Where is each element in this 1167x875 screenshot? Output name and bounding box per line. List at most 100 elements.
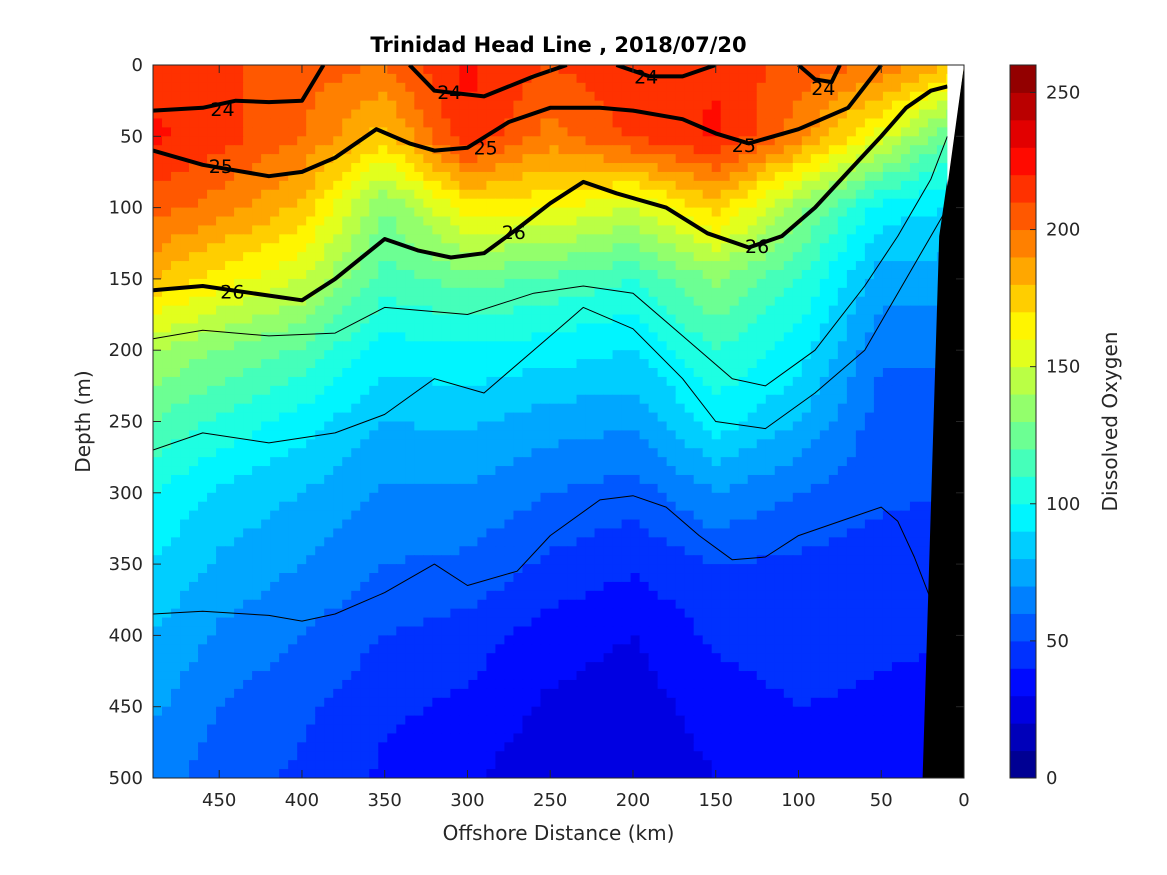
field-cell: [441, 439, 451, 449]
field-cell: [216, 457, 226, 467]
field-cell: [882, 448, 893, 458]
field-cell: [792, 73, 803, 84]
field-cell: [306, 430, 316, 440]
field-cell: [648, 412, 659, 423]
field-cell: [162, 483, 172, 494]
field-cell: [198, 314, 208, 325]
field-cell: [441, 296, 451, 307]
field-cell: [702, 73, 713, 84]
field-cell: [495, 501, 506, 512]
field-cell: [252, 252, 262, 262]
field-cell: [720, 171, 731, 182]
field-cell: [657, 118, 668, 128]
field-cell: [747, 483, 758, 494]
field-cell: [153, 519, 163, 530]
field-cell: [774, 314, 785, 325]
field-cell: [657, 163, 668, 173]
field-cell: [900, 180, 911, 191]
field-cell: [360, 350, 370, 360]
field-cell: [441, 394, 451, 405]
field-cell: [405, 421, 415, 432]
field-cell: [387, 439, 397, 449]
field-cell: [810, 243, 821, 253]
field-cell: [882, 252, 893, 262]
field-cell: [927, 350, 938, 360]
field-cell: [477, 243, 488, 253]
field-cell: [774, 269, 785, 280]
field-cell: [567, 278, 578, 289]
field-cell: [720, 385, 731, 396]
field-cell: [495, 180, 506, 191]
field-cell: [234, 180, 244, 191]
field-cell: [513, 305, 524, 316]
field-cell: [450, 555, 460, 565]
field-cell: [567, 171, 578, 182]
field-cell: [297, 412, 307, 423]
field-cell: [711, 501, 722, 512]
field-cell: [918, 519, 929, 530]
field-cell: [576, 171, 587, 182]
field-cell: [612, 100, 623, 111]
field-cell: [243, 385, 253, 396]
field-cell: [198, 368, 208, 378]
field-cell: [225, 91, 235, 102]
field-cell: [198, 510, 208, 521]
field-cell: [342, 65, 352, 75]
field-cell: [675, 403, 686, 414]
field-cell: [234, 243, 244, 253]
field-cell: [387, 100, 397, 111]
field-cell: [765, 457, 776, 467]
field-cell: [162, 109, 172, 120]
field-cell: [549, 234, 560, 244]
field-cell: [558, 385, 569, 396]
field-cell: [162, 136, 172, 146]
field-cell: [909, 492, 920, 503]
field-cell: [837, 234, 848, 244]
field-cell: [792, 65, 803, 75]
field-cell: [675, 519, 686, 530]
field-cell: [864, 314, 875, 325]
field-cell: [846, 394, 857, 405]
field-cell: [261, 501, 271, 512]
field-cell: [846, 180, 857, 191]
field-cell: [873, 350, 884, 360]
field-cell: [900, 368, 911, 378]
field-cell: [675, 234, 686, 244]
field-cell: [729, 91, 740, 102]
field-cell: [531, 136, 542, 146]
field-cell: [234, 528, 244, 538]
field-cell: [171, 243, 181, 253]
field-cell: [180, 118, 190, 128]
field-cell: [288, 537, 298, 547]
field-cell: [648, 91, 659, 102]
field-cell: [585, 73, 596, 84]
field-cell: [261, 109, 271, 120]
field-cell: [387, 492, 397, 503]
field-cell: [675, 171, 686, 182]
field-cell: [738, 189, 749, 200]
field-cell: [855, 492, 866, 503]
field-cell: [351, 91, 361, 102]
field-cell: [801, 163, 812, 173]
field-cell: [918, 261, 929, 271]
field-cell: [837, 332, 848, 342]
field-cell: [792, 269, 803, 280]
field-cell: [648, 296, 659, 307]
field-cell: [387, 287, 397, 298]
field-cell: [927, 412, 938, 423]
field-cell: [495, 73, 506, 84]
field-cell: [360, 341, 370, 351]
field-cell: [900, 314, 911, 325]
field-cell: [387, 314, 397, 325]
field-cell: [468, 350, 478, 360]
field-cell: [891, 216, 902, 227]
field-cell: [756, 118, 767, 128]
field-cell: [819, 252, 830, 262]
field-cell: [936, 73, 947, 84]
field-cell: [189, 421, 199, 432]
field-cell: [855, 296, 866, 307]
field-cell: [261, 323, 271, 333]
field-cell: [171, 65, 181, 75]
field-cell: [666, 412, 677, 423]
field-cell: [513, 385, 524, 396]
